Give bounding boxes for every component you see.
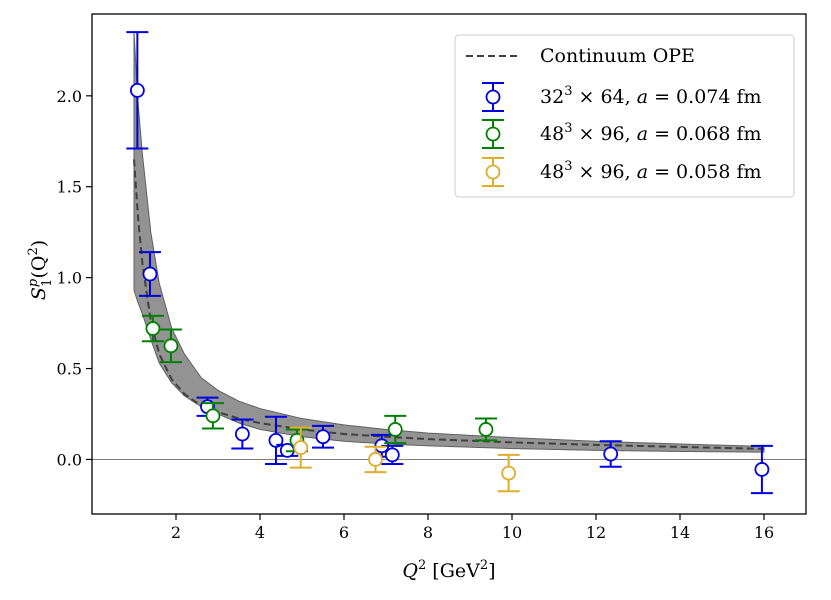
data-marker [145,321,161,336]
y-tick-label-1: 0.5 [57,360,82,379]
y-tick-label-2: 1.0 [57,269,82,288]
axes: 2 4 6 8 10 12 14 16 0.0 0.5 1.0 1.5 2.0 [57,13,807,542]
data-marker [234,426,250,442]
y-tick-label-4: 2.0 [57,87,82,106]
x-tick-label-12: 12 [586,523,606,542]
legend-swatch-series-1 [482,119,504,149]
series-0-point-4 [264,415,287,465]
plot-area [92,31,806,495]
series-1-point-4 [384,414,407,445]
legend-swatch-series-0 [482,82,504,112]
data-marker [163,338,179,354]
legend-ope-label: Continuum OPE [540,45,695,67]
series-1-point-0 [141,314,164,343]
x-tick-label-8: 8 [423,523,433,542]
data-marker [754,462,770,477]
ope-central-line [133,159,765,450]
legend-series-2-label: 483 × 96, a = 0.058 fm [540,159,762,183]
data-marker [293,440,309,456]
series-1-point-5 [474,417,497,442]
y-tick-label-3: 1.5 [57,178,82,197]
series-0-point-0 [126,31,149,150]
series-2 [289,426,520,493]
legend-item-series-1: 483 × 96, a = 0.068 fm [482,119,762,149]
x-tick-label-14: 14 [670,523,690,542]
series-0-point-3 [231,418,254,450]
x-axis-title: Q2 [GeV2] [402,558,495,582]
data-marker [501,465,517,481]
data-marker [205,408,221,424]
data-marker [129,82,145,98]
series-0-point-9 [599,440,622,468]
legend-item-series-2: 483 × 96, a = 0.058 fm [482,157,762,187]
x-tick-label-4: 4 [255,523,265,542]
series-0-point-8 [381,444,404,465]
legend-item-ope: Continuum OPE [466,45,695,67]
series-0-point-1 [138,251,161,297]
legend-swatch-series-2 [482,157,504,187]
x-tick-label-6: 6 [339,523,349,542]
x-tick-label-16: 16 [754,523,774,542]
series-0 [126,31,773,495]
data-marker [603,446,619,462]
series-1-point-1 [159,328,182,364]
data-marker [478,422,494,437]
legend-item-series-0: 323 × 64, a = 0.074 fm [482,82,762,112]
legend-marker [485,126,501,142]
y-axis-title: Sp1(Q2) [26,240,55,300]
legend-marker [485,164,501,180]
legend-frame [454,34,795,198]
y-tick-label-0: 0.0 [57,450,82,469]
ope-band [133,32,765,453]
series-2-point-1 [364,445,387,474]
data-marker [268,432,284,448]
legend-series-1-label: 483 × 96, a = 0.068 fm [540,121,762,145]
series-1 [141,314,497,453]
legend: Continuum OPE 323 × 64, a = 0.074 fm 483… [454,34,795,198]
x-tick-label-2: 2 [171,523,181,542]
series-2-point-0 [289,426,312,469]
series-2-point-2 [497,453,520,493]
data-marker [387,422,403,437]
legend-marker [485,89,501,105]
x-tick-label-10: 10 [502,523,522,542]
data-marker [368,452,383,467]
data-marker [142,266,158,282]
series-0-point-6 [312,424,334,449]
plot-frame [91,13,807,515]
series-0-point-10 [750,444,773,495]
legend-series-0-label: 323 × 64, a = 0.074 fm [540,84,762,108]
series-1-point-2 [201,402,224,430]
data-marker [384,447,400,463]
data-marker [315,429,331,445]
